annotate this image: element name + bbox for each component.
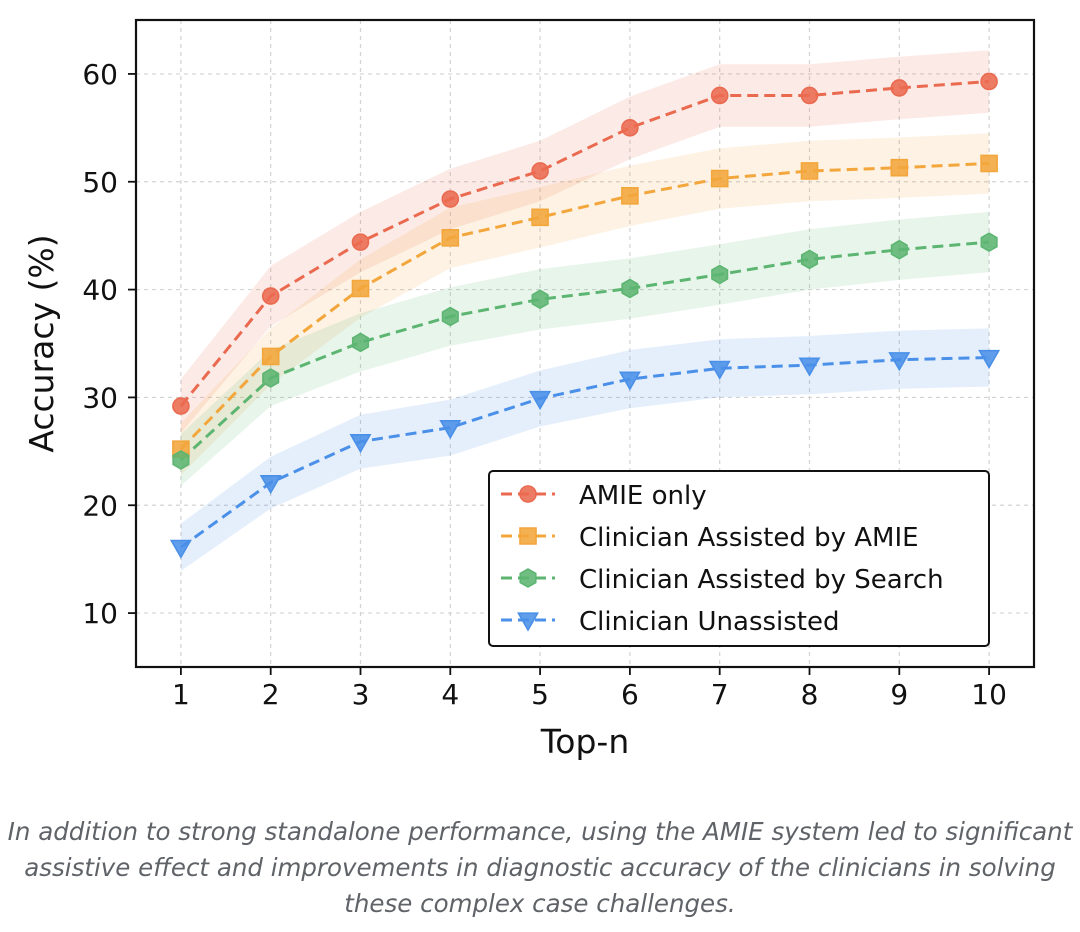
x-tick-label: 6 [621,678,639,711]
y-axis-label: Accuracy (%) [22,234,61,452]
x-tick-label: 10 [971,678,1007,711]
point-series-3 [262,368,280,388]
x-tick-label: 9 [890,678,908,711]
y-tick-label: 50 [82,166,118,199]
legend-item: Clinician Assisted by AMIE [501,523,919,553]
point-series-1 [710,86,729,105]
point-series-4 [529,390,552,411]
point-series-4 [798,357,821,377]
point-series-1 [890,79,909,97]
band-series-4 [180,328,990,571]
point-series-4 [978,349,1001,370]
legend-label: Clinician Assisted by AMIE [579,523,919,553]
x-tick-label: 8 [801,678,819,711]
point-series-2 [890,158,909,177]
point-series-1 [351,233,370,251]
point-series-2 [710,169,729,188]
point-series-3 [890,239,908,260]
point-series-1 [980,72,998,91]
legend-label: AMIE only [579,481,707,511]
legend-marker [519,568,537,588]
line-series-4 [180,356,990,549]
point-series-1 [172,397,190,415]
point-series-1 [531,162,549,180]
point-series-3 [172,450,190,470]
legend-label: Clinician Unassisted [579,607,840,637]
x-axis-label: Top-n [540,722,630,761]
y-tick-label: 10 [82,597,118,630]
point-series-3 [711,264,729,285]
band-series-3 [180,211,990,486]
x-tick-label: 2 [262,678,280,711]
x-tick-label: 7 [711,678,729,711]
point-series-1 [441,190,460,208]
figure-caption: In addition to strong standalone perform… [7,817,1073,918]
point-series-3 [441,306,459,327]
legend-label: Clinician Assisted by Search [579,565,944,595]
point-series-4 [439,420,462,440]
x-tick-label: 4 [441,678,459,711]
point-series-4 [888,352,911,372]
point-series-2 [800,162,819,180]
line-series-3 [179,240,990,462]
y-tick-label: 60 [82,58,118,91]
x-tick-label: 5 [531,678,549,711]
point-series-3 [800,249,819,270]
y-tick-label: 30 [82,381,118,414]
line-series-2 [179,161,990,451]
legend: AMIE only Clinician Assisted by AMIE Clini… [488,470,990,647]
y-tick-label: 20 [82,489,118,522]
point-series-1 [261,287,280,305]
point-series-2 [351,279,370,298]
point-series-4 [259,475,282,495]
point-series-3 [351,332,370,353]
point-series-1 [621,119,639,137]
point-series-4 [169,539,192,559]
y-tick-label: 40 [82,274,118,307]
point-series-1 [800,86,819,105]
legend-item: Clinician Unassisted [501,607,840,637]
legend-marker [517,612,539,632]
point-series-2 [261,347,280,366]
x-tick-label: 3 [352,678,370,711]
point-series-3 [621,278,639,299]
point-series-3 [531,289,549,310]
point-series-2 [531,208,549,227]
series-lines [179,80,990,549]
point-series-4 [618,371,641,391]
accuracy-line-chart: 1 2 3 4 5 6 7 8 9 10 10 20 30 40 50 60 Top-n Accuracy (… [22,18,1036,761]
legend-item: AMIE only [501,481,707,511]
point-series-2 [441,229,460,247]
plot-frame [134,18,1036,669]
point-series-3 [980,232,998,253]
series-markers [169,72,1001,559]
point-series-4 [349,434,372,454]
point-series-2 [621,186,639,205]
legend-item: Clinician Assisted by Search [501,565,944,595]
legend-marker [519,527,537,545]
point-series-2 [980,154,998,173]
legend-marker [519,485,537,503]
x-tick-label: 1 [172,678,190,711]
axis-ticks: 1 2 3 4 5 6 7 8 9 10 10 20 30 40 50 60 [82,58,1007,711]
point-series-4 [708,360,731,380]
line-series-1 [179,80,990,407]
legend-box [488,470,990,647]
